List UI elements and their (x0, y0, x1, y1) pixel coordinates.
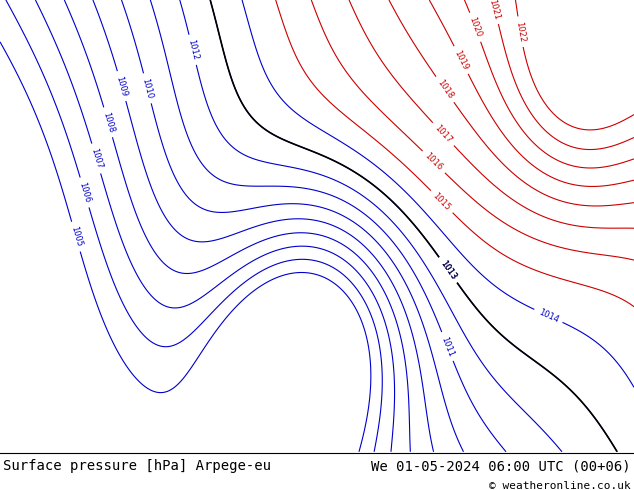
Text: 1015: 1015 (431, 191, 452, 212)
Text: 1012: 1012 (186, 39, 200, 61)
Text: 1011: 1011 (439, 335, 455, 358)
Text: 1020: 1020 (467, 16, 483, 39)
Text: 1008: 1008 (101, 111, 115, 134)
Text: Surface pressure [hPa] Arpege-eu: Surface pressure [hPa] Arpege-eu (3, 459, 271, 473)
Text: 1006: 1006 (77, 181, 92, 204)
Text: 1007: 1007 (89, 147, 103, 170)
Text: 1019: 1019 (453, 49, 470, 72)
Text: 1010: 1010 (140, 77, 154, 99)
Text: 1017: 1017 (433, 123, 454, 145)
Text: 1013: 1013 (438, 259, 458, 281)
Text: 1005: 1005 (68, 225, 83, 248)
Text: 1022: 1022 (514, 21, 526, 43)
Text: 1016: 1016 (423, 151, 444, 172)
Text: 1021: 1021 (488, 0, 501, 21)
Text: 1009: 1009 (115, 74, 129, 98)
Text: © weatheronline.co.uk: © weatheronline.co.uk (489, 481, 631, 490)
Text: 1014: 1014 (537, 307, 560, 324)
Text: We 01-05-2024 06:00 UTC (00+06): We 01-05-2024 06:00 UTC (00+06) (371, 459, 631, 473)
Text: 1018: 1018 (435, 78, 455, 101)
Text: 1013: 1013 (438, 259, 458, 281)
